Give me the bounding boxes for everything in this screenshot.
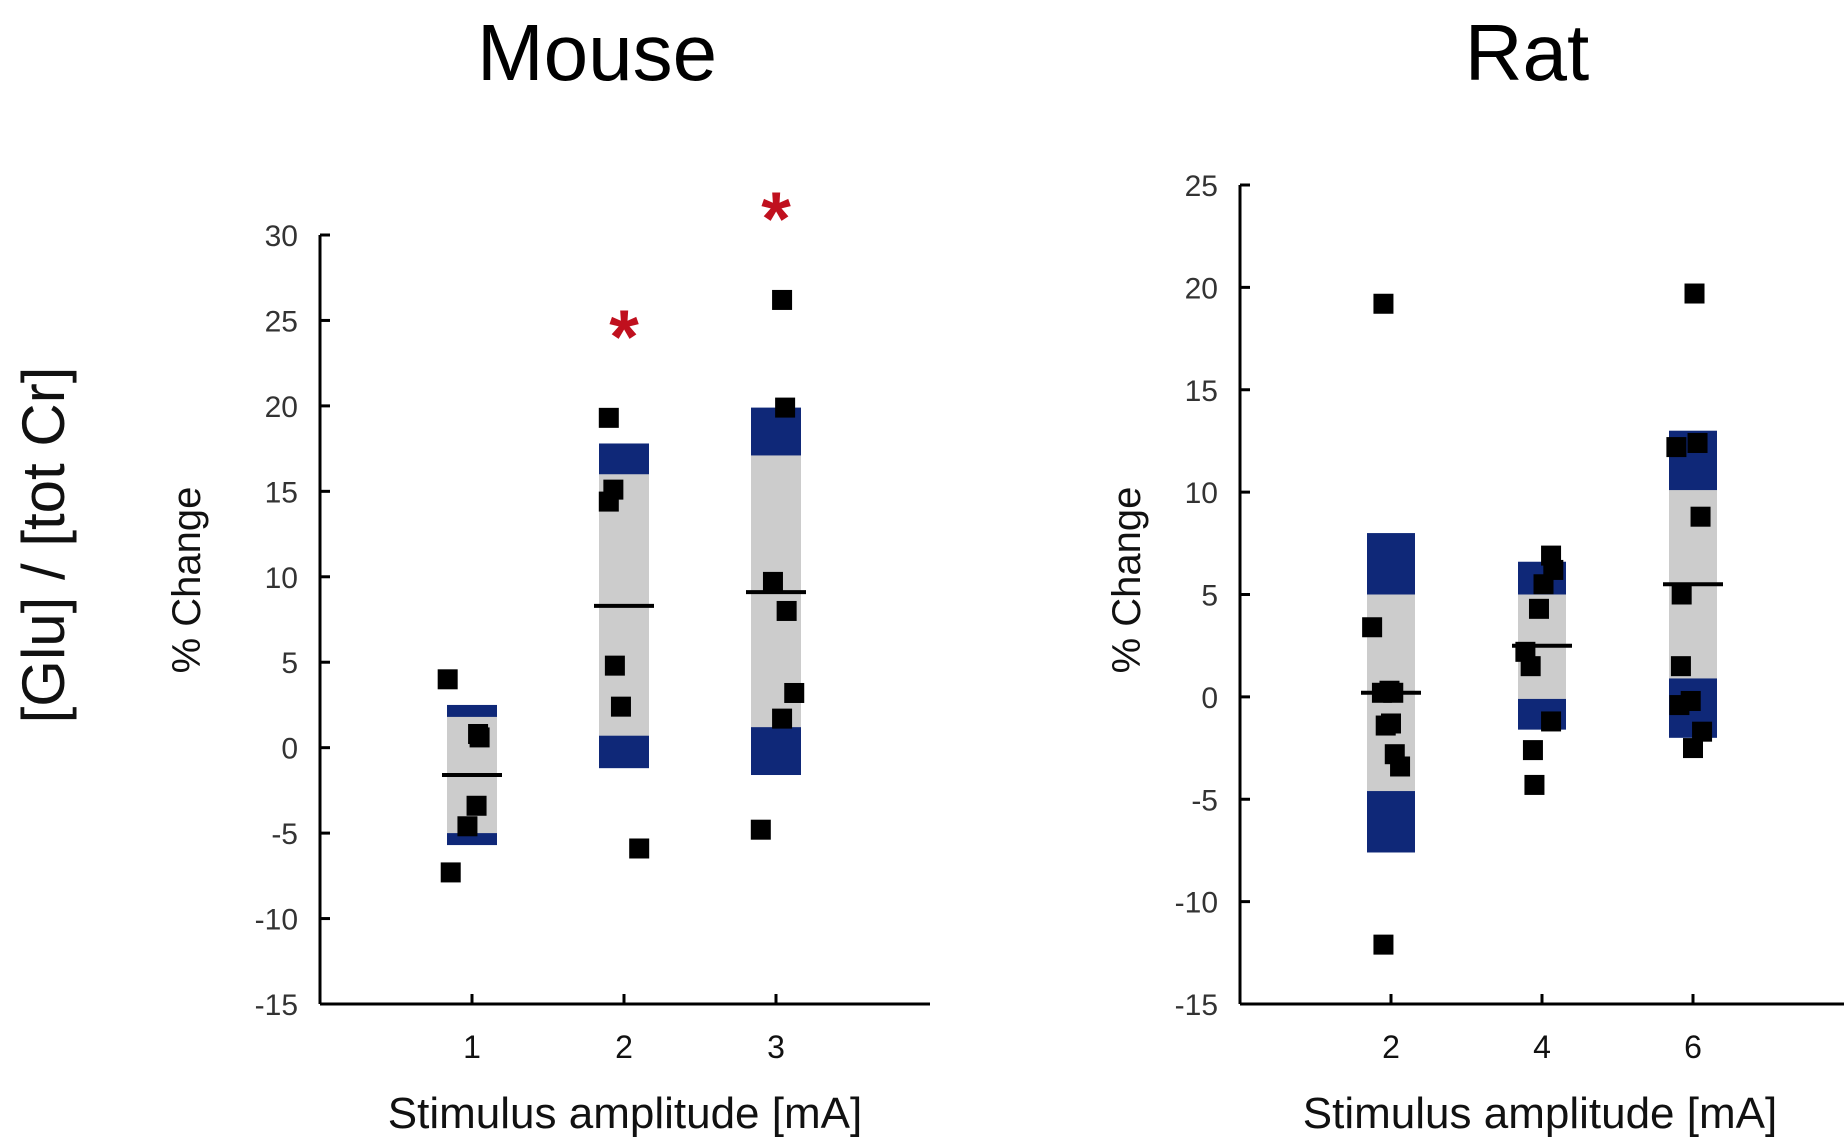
y-tick-label: 20	[265, 391, 298, 424]
data-point	[784, 682, 805, 703]
data-point	[1373, 934, 1394, 955]
data-point	[598, 407, 619, 428]
data-point	[469, 727, 490, 748]
y-tick-label: 30	[265, 220, 298, 253]
x-tick-label: 4	[1533, 1029, 1551, 1065]
x-tick-label: 3	[767, 1029, 785, 1065]
y-tick-label: -15	[255, 989, 298, 1022]
significance-star: *	[609, 295, 639, 380]
data-point	[1362, 617, 1383, 638]
shared-y-axis-label: [Glu] / [tot Cr]	[10, 367, 77, 724]
y-tick-label: -5	[1191, 784, 1218, 817]
data-point	[762, 571, 783, 592]
data-point	[1383, 682, 1404, 703]
data-point	[775, 397, 796, 418]
y-tick-label: 25	[1185, 170, 1218, 203]
y-tick-label: -10	[255, 904, 298, 937]
data-point	[604, 655, 625, 676]
y-tick-label: 0	[281, 733, 298, 766]
significance-star: *	[761, 177, 791, 262]
x-tick-label: 6	[1684, 1029, 1702, 1065]
data-point	[772, 708, 793, 729]
data-point	[629, 838, 650, 859]
data-point	[1524, 774, 1545, 795]
data-point	[1543, 559, 1564, 580]
chart-panel-rat: Rat % Change Stimulus amplitude [mA] -15 -10…	[1105, 8, 1844, 1138]
y-tick-label: -15	[1175, 989, 1218, 1022]
y-tick-label: -5	[271, 818, 298, 851]
y-tick-label: 15	[1185, 375, 1218, 408]
data-point	[750, 819, 771, 840]
y-tick-label: 5	[281, 647, 298, 680]
y-tick-label: 15	[265, 476, 298, 509]
data-point	[1528, 598, 1549, 619]
data-point	[466, 795, 487, 816]
data-point	[457, 816, 478, 837]
y-tick-label: 20	[1185, 272, 1218, 305]
data-point	[1671, 584, 1692, 605]
data-point	[776, 600, 797, 621]
chart-title: Mouse	[477, 8, 717, 97]
data-point	[1522, 740, 1543, 761]
y-tick-label: 10	[265, 562, 298, 595]
chart-title: Rat	[1465, 8, 1590, 97]
data-point	[1684, 283, 1705, 304]
y-tick-label: 5	[1201, 580, 1218, 613]
x-axis-label: Stimulus amplitude [mA]	[388, 1089, 862, 1138]
data-point	[1373, 293, 1394, 314]
chart-panel-mouse: Mouse % Change Stimulus amplitude [mA] -15 -…	[165, 8, 930, 1138]
x-axis-label: Stimulus amplitude [mA]	[1303, 1089, 1777, 1138]
x-tick-label: 2	[615, 1029, 633, 1065]
data-point	[1390, 756, 1411, 777]
data-point	[603, 479, 624, 500]
data-point	[1520, 656, 1541, 677]
data-point	[772, 289, 793, 310]
data-point	[1381, 713, 1401, 734]
data-point	[1680, 690, 1701, 711]
data-point	[1690, 506, 1711, 527]
data-point	[1541, 711, 1562, 732]
y-tick-label: 25	[265, 305, 298, 338]
data-point	[437, 669, 458, 690]
data-point	[1687, 432, 1708, 453]
y-axis-label: % Change	[1105, 487, 1149, 674]
x-tick-label: 1	[463, 1029, 481, 1065]
data-point	[1692, 721, 1713, 742]
data-point	[1683, 738, 1703, 759]
data-point	[1666, 437, 1687, 458]
data-point	[1670, 656, 1691, 677]
data-point	[440, 862, 461, 883]
y-axis-label: % Change	[165, 487, 209, 674]
y-tick-label: 0	[1201, 682, 1218, 715]
data-point	[610, 696, 631, 717]
y-tick-label: 10	[1185, 477, 1218, 510]
y-tick-label: -10	[1175, 887, 1218, 920]
x-tick-label: 2	[1382, 1029, 1400, 1065]
